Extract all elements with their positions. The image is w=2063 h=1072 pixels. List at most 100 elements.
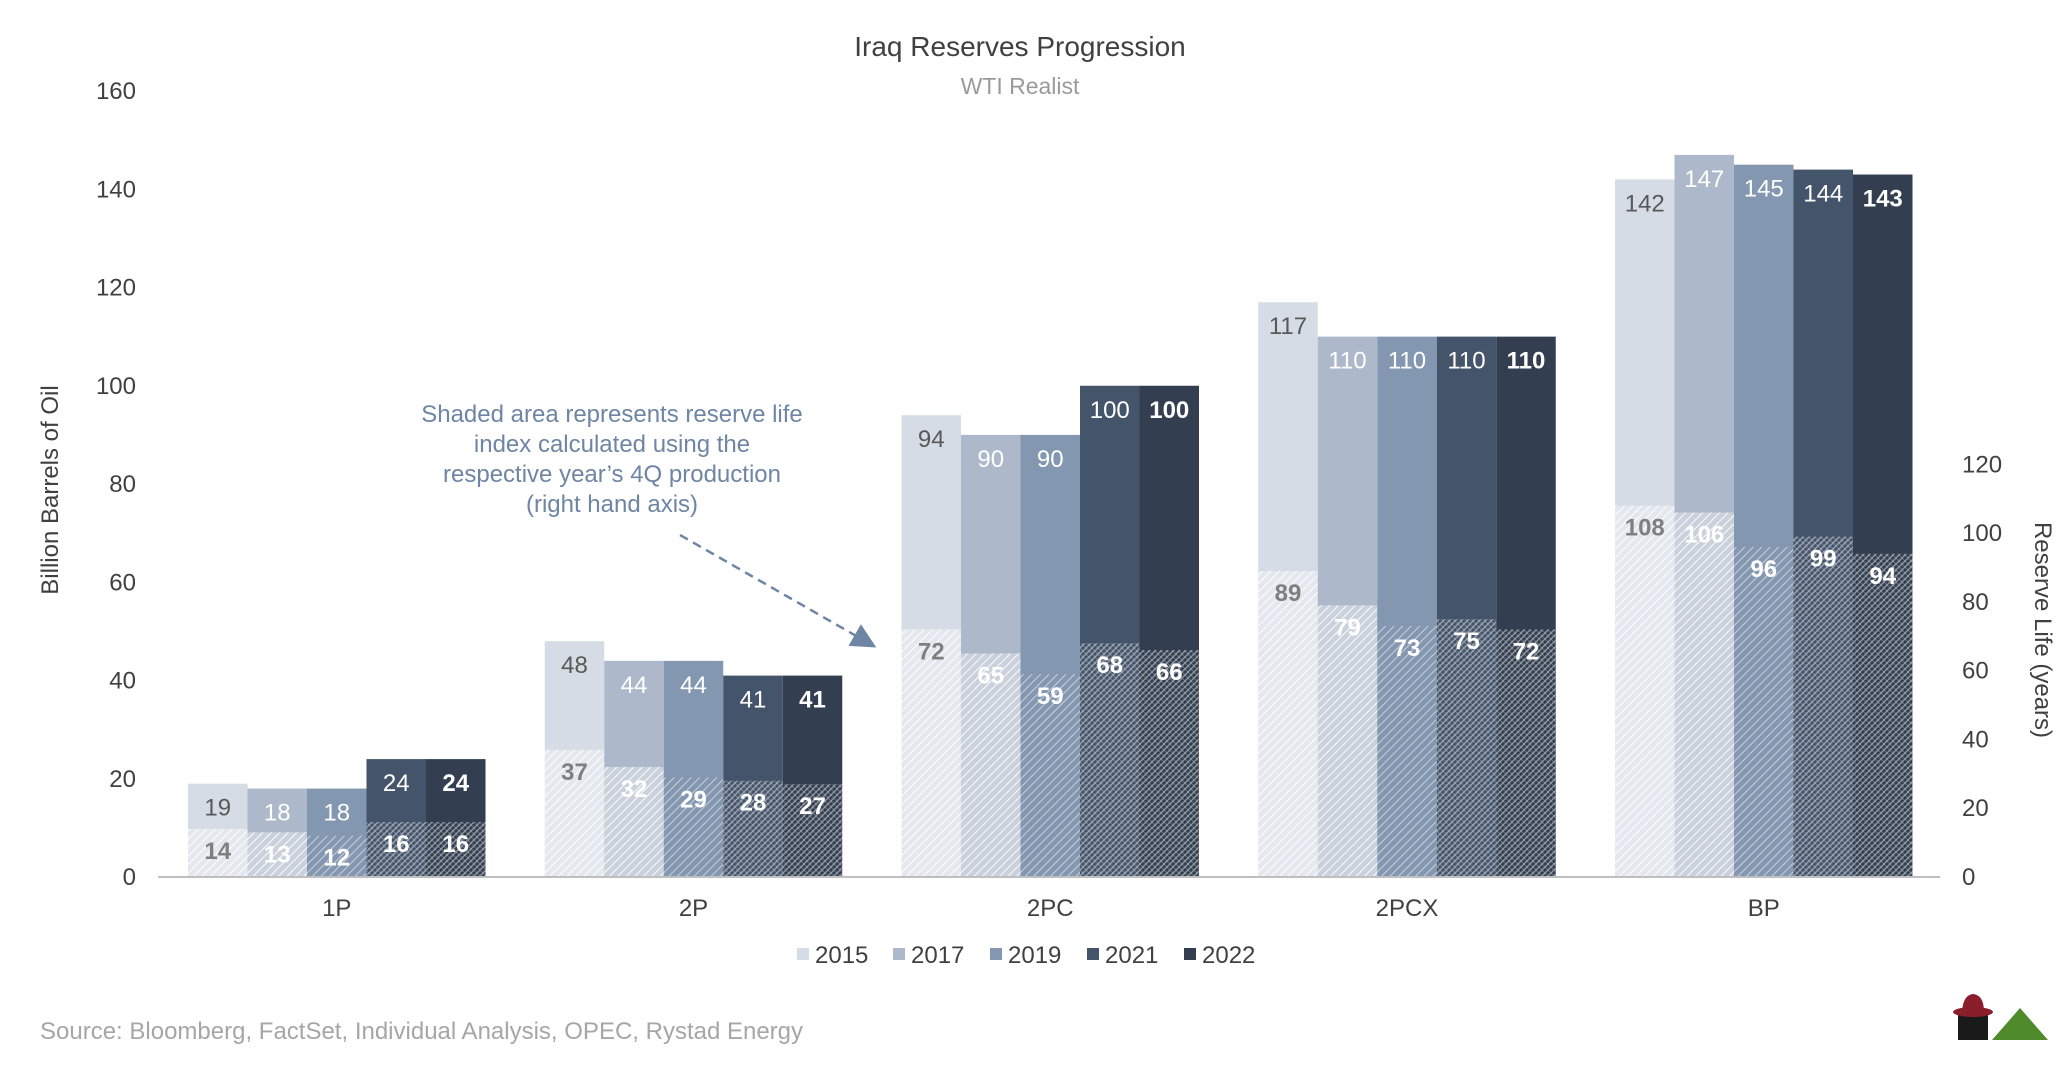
bar-value-label: 90 <box>1037 446 1064 473</box>
reserve-life-shade-2PCX-2021 <box>1437 619 1497 877</box>
bar-value-label: 48 <box>561 652 588 679</box>
bar-groups: 19 14 18 13 18 12 24 16 24 16 48 37 44 32 44 29 41 28 41 27… <box>188 155 1913 877</box>
reserve-life-shade-2PCX-2017 <box>1318 605 1378 877</box>
reserve-life-label: 66 <box>1156 659 1183 686</box>
bar-value-label: 41 <box>740 687 767 714</box>
reserve-life-label: 28 <box>740 790 767 817</box>
bar-value-label: 18 <box>323 800 350 827</box>
reserve-life-shade-BP-2015 <box>1615 506 1675 877</box>
reserve-life-shade-BP-2022 <box>1853 554 1913 877</box>
reserve-life-shade-2PCX-2022 <box>1496 629 1556 877</box>
annotation-arrow <box>680 535 872 645</box>
legend-label: 2021 <box>1105 942 1158 969</box>
bar-value-label: 110 <box>1447 348 1485 375</box>
bar-value-label: 145 <box>1744 176 1784 203</box>
reserve-life-label: 72 <box>1513 638 1540 665</box>
category-label: 2P <box>679 895 708 922</box>
y-tick-label: 0 <box>123 864 136 891</box>
category-label: 1P <box>322 895 351 922</box>
annotation-line-3: respective year’s 4Q production <box>443 461 781 488</box>
annotation-line-1: Shaded area represents reserve life <box>421 401 803 428</box>
legend-swatch-2021 <box>1087 948 1099 960</box>
hat-and-mountain-logo-icon <box>1953 994 2048 1040</box>
bar-value-label: 110 <box>1507 348 1546 375</box>
reserve-life-shade-2PC-2015 <box>902 629 962 877</box>
reserve-life-label: 29 <box>680 786 707 813</box>
reserve-life-label: 73 <box>1394 635 1421 662</box>
reserve-life-shade-BP-2021 <box>1794 537 1854 877</box>
y-axis-label: Billion Barrels of Oil <box>37 385 64 594</box>
y2-tick-label: 40 <box>1962 726 1989 753</box>
legend-label: 2015 <box>815 942 868 969</box>
bar-value-label: 18 <box>264 800 291 827</box>
reserve-life-label: 65 <box>977 663 1004 690</box>
reserve-life-shade-2PCX-2019 <box>1377 626 1437 877</box>
reserve-life-label: 68 <box>1096 652 1123 679</box>
reserve-life-label: 27 <box>799 793 826 820</box>
bar-value-label: 100 <box>1090 397 1130 424</box>
reserve-life-label: 72 <box>918 638 945 665</box>
chart-subtitle: WTI Realist <box>961 73 1080 99</box>
bar-value-label: 94 <box>918 426 945 453</box>
legend-swatch-2017 <box>893 948 905 960</box>
reserve-life-shade-2PCX-2015 <box>1258 571 1318 877</box>
y2-tick-label: 20 <box>1962 795 1989 822</box>
reserve-life-label: 16 <box>383 831 410 858</box>
bar-value-label: 24 <box>383 770 410 797</box>
reserve-life-label: 96 <box>1750 556 1777 583</box>
bar-value-label: 19 <box>204 795 231 822</box>
y2-axis-label: Reserve Life (years) <box>2029 522 2056 738</box>
bar-value-label: 110 <box>1328 348 1366 375</box>
bar-value-label: 110 <box>1388 348 1426 375</box>
bar-value-label: 117 <box>1269 313 1307 340</box>
y2-tick-label: 80 <box>1962 589 1989 616</box>
category-label: 2PC <box>1027 895 1074 922</box>
y2-tick-label: 100 <box>1962 520 2002 547</box>
y2-tick-label: 60 <box>1962 658 1989 685</box>
reserve-life-label: 37 <box>561 759 588 786</box>
y-tick-label: 100 <box>96 373 136 400</box>
bar-value-label: 90 <box>977 446 1004 473</box>
reserve-life-label: 79 <box>1334 614 1361 641</box>
chart-title: Iraq Reserves Progression <box>854 31 1185 62</box>
bar-value-label: 100 <box>1149 397 1189 424</box>
y-tick-label: 20 <box>109 766 136 793</box>
source-note: Source: Bloomberg, FactSet, Individual A… <box>40 1018 803 1045</box>
y-tick-label: 60 <box>109 569 136 596</box>
legend-swatch-2022 <box>1184 948 1196 960</box>
bar-value-label: 143 <box>1863 186 1903 213</box>
annotation-note: Shaded area represents reserve life inde… <box>421 401 872 645</box>
reserve-life-label: 99 <box>1810 546 1837 573</box>
reserve-life-label: 14 <box>204 838 231 865</box>
reserve-life-label: 59 <box>1037 683 1064 710</box>
y-tick-label: 40 <box>109 668 136 695</box>
category-label: 2PCX <box>1376 895 1439 922</box>
y-tick-label: 80 <box>109 471 136 498</box>
legend: 2015 2017 2019 2021 2022 <box>797 942 1255 969</box>
reserve-life-label: 106 <box>1684 522 1724 549</box>
legend-label: 2019 <box>1008 942 1061 969</box>
y2-tick-label: 0 <box>1962 864 1975 891</box>
category-label: BP <box>1748 895 1780 922</box>
bar-value-label: 147 <box>1684 166 1724 193</box>
annotation-line-2: index calculated using the <box>474 431 750 458</box>
reserve-life-label: 89 <box>1275 580 1302 607</box>
bar-value-label: 44 <box>680 672 707 699</box>
reserve-life-shade-BP-2017 <box>1675 513 1735 877</box>
annotation-line-4: (right hand axis) <box>526 491 698 518</box>
bar-value-label: 44 <box>621 672 648 699</box>
reserve-life-label: 12 <box>323 845 350 872</box>
reserve-life-label: 94 <box>1869 563 1896 590</box>
y-tick-label: 120 <box>96 275 136 302</box>
y2-axis-ticks: 0 20 40 60 80 100 120 <box>1962 451 2002 891</box>
bar-value-label: 41 <box>799 687 826 714</box>
reserve-life-label: 16 <box>442 831 469 858</box>
bar-value-label: 142 <box>1625 190 1665 217</box>
legend-label: 2022 <box>1202 942 1255 969</box>
x-axis-categories: 1P 2P 2PC 2PCX BP <box>322 895 1780 922</box>
legend-label: 2017 <box>911 942 964 969</box>
bar-value-label: 24 <box>442 770 469 797</box>
reserve-life-shade-BP-2019 <box>1734 547 1794 877</box>
legend-swatch-2019 <box>990 948 1002 960</box>
reserve-life-label: 32 <box>621 776 648 803</box>
